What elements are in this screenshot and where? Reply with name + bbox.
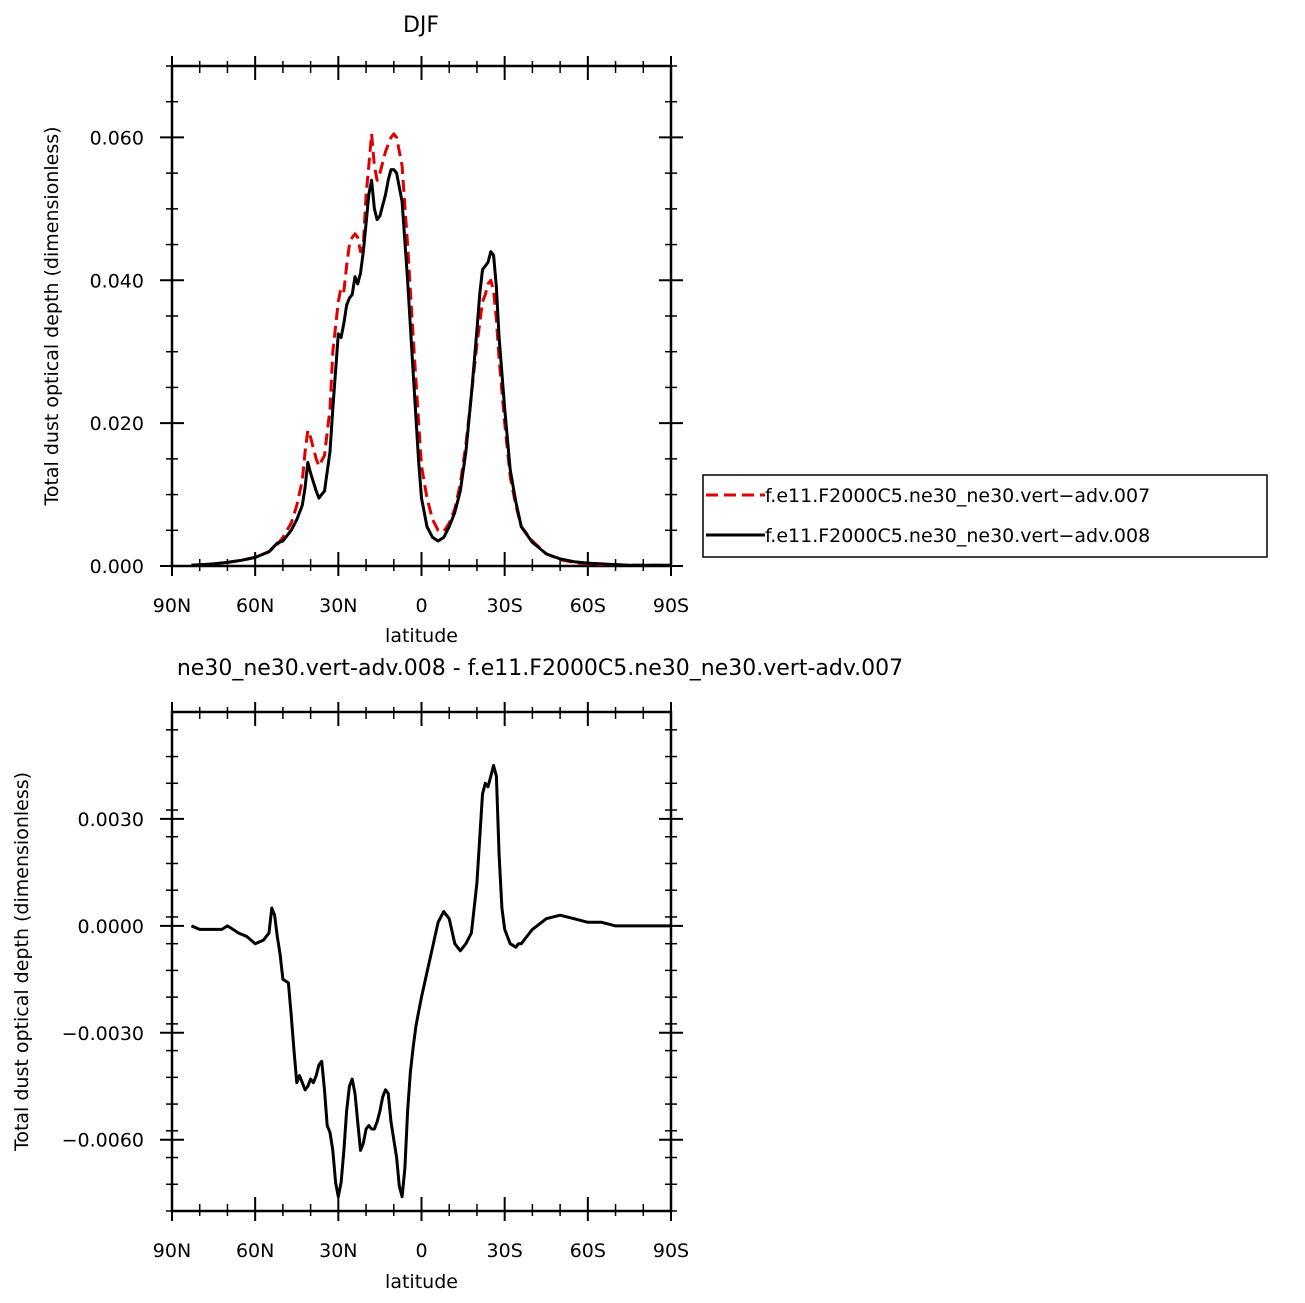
x-tick-label: 60S xyxy=(570,595,606,617)
plot-frame xyxy=(170,710,673,1213)
x-tick-label: 30N xyxy=(319,595,357,617)
chart-title: DJF xyxy=(403,13,439,38)
series-line-1 xyxy=(191,132,671,566)
chart-panel-1: 90N 60N 30N 0 30S 60S 90S 0.000 0.020 0.040 0.060 D… xyxy=(41,13,1268,647)
series-line-1 xyxy=(190,764,671,1199)
legend-box xyxy=(702,474,1268,558)
x-tick-label: 30S xyxy=(487,595,523,617)
chart-panel-2: 90N 60N 30N 0 30S 60S 90S −0.0060 −0.0030 0.0000 0… xyxy=(11,656,903,1293)
y-tick-label: −0.0060 xyxy=(62,1130,144,1152)
y-axis-label: Total dust optical depth (dimensionless) xyxy=(41,126,63,506)
x-tick-label: 60S xyxy=(570,1240,606,1262)
y-tick-label: 0.020 xyxy=(90,413,144,435)
y-tick-label: 0.060 xyxy=(90,127,144,149)
x-tick-label: 60N xyxy=(236,1240,274,1262)
x-tick-label: 90S xyxy=(653,595,689,617)
chart-title: ne30_ne30.vert-adv.008 - f.e11.F2000C5.n… xyxy=(177,656,903,681)
x-tick-label: 90N xyxy=(153,1240,191,1262)
y-tick-label: −0.0030 xyxy=(62,1023,144,1045)
x-tick-label: 90S xyxy=(653,1240,689,1262)
x-axis-label: latitude xyxy=(385,625,458,647)
x-axis-label: latitude xyxy=(385,1271,458,1293)
y-tick-label: 0.0000 xyxy=(78,916,144,938)
x-tick-label: 90N xyxy=(153,595,191,617)
legend: f.e11.F2000C5.ne30_ne30.vert−adv.007 f.e1… xyxy=(702,474,1268,558)
y-tick-label: 0.040 xyxy=(90,270,144,292)
x-tick-label: 30N xyxy=(319,1240,357,1262)
x-tick-label: 30S xyxy=(487,1240,523,1262)
x-tick-label: 0 xyxy=(415,595,427,617)
x-tick-label: 60N xyxy=(236,595,274,617)
x-tick-label: 0 xyxy=(415,1240,427,1262)
series-line-2 xyxy=(191,168,671,566)
y-axis-label: Total dust optical depth (dimensionless) xyxy=(11,772,33,1152)
y-tick-label: 0.0030 xyxy=(78,809,144,831)
legend-entry-1: f.e11.F2000C5.ne30_ne30.vert−adv.007 xyxy=(765,485,1150,507)
y-tick-label: 0.000 xyxy=(90,556,144,578)
legend-entry-2: f.e11.F2000C5.ne30_ne30.vert−adv.008 xyxy=(765,525,1150,547)
